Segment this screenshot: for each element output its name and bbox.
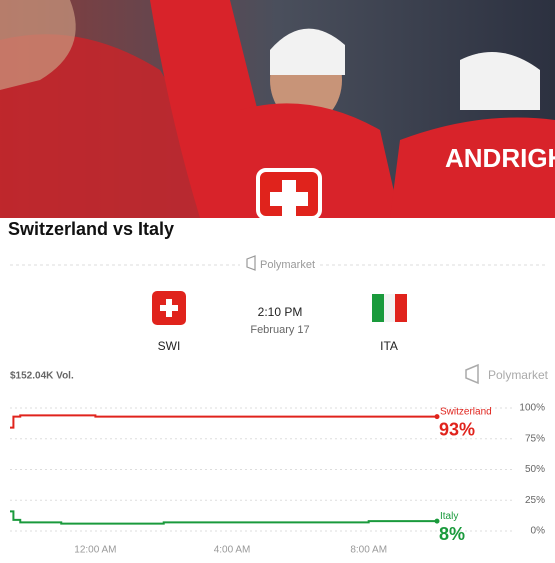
chart: 100% 75% 50% 25% 0% 12:00 AM 4:00 AM 8:00 AM Swi… — [10, 403, 545, 556]
jersey-text: ANDRIGHI — [445, 143, 555, 173]
y-tick-label: 100% — [519, 403, 545, 414]
brand-logo — [465, 363, 479, 385]
x-tick-label: 4:00 AM — [214, 545, 251, 556]
volume: $152.04K Vol. — [10, 371, 74, 382]
series-name: Italy — [440, 511, 458, 522]
brand-logo — [246, 255, 256, 271]
home-team: SWI — [158, 339, 181, 353]
y-tick-label: 0% — [531, 526, 546, 537]
y-tick-label: 75% — [525, 433, 545, 444]
end-dot — [434, 518, 440, 524]
value-label: 8% — [439, 524, 465, 544]
series-line — [10, 414, 437, 429]
match-time: 2:10 PM — [258, 305, 303, 319]
brand: Polymarket — [488, 368, 549, 382]
y-tick-label: 25% — [525, 495, 545, 506]
flag-ita — [372, 294, 407, 322]
end-dot — [434, 414, 440, 420]
y-tick-label: 50% — [525, 464, 545, 475]
match-date: February 17 — [250, 324, 309, 336]
series-line — [10, 510, 437, 525]
series-name: Switzerland — [440, 406, 492, 417]
away-team: ITA — [380, 339, 398, 353]
x-tick-label: 12:00 AM — [74, 545, 116, 556]
x-tick-label: 8:00 AM — [350, 545, 387, 556]
brand: Polymarket — [260, 259, 315, 271]
hero-photo: ANDRIGHI — [0, 0, 555, 220]
title: Switzerland vs Italy — [8, 219, 174, 239]
flag-cross — [160, 299, 178, 317]
value-label: 93% — [439, 419, 475, 439]
